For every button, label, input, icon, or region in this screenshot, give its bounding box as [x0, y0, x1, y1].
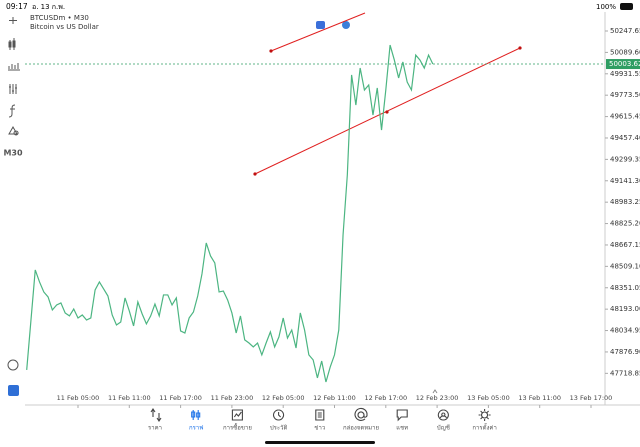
- trendline-anchor[interactable]: [253, 172, 257, 176]
- status-time: 09:17: [6, 2, 28, 11]
- tab-label: ราคา: [148, 425, 162, 432]
- y-tick-label: 47718.85: [610, 369, 640, 377]
- trendlines: [253, 12, 522, 176]
- tab-label: กราฟ: [189, 425, 203, 432]
- tab[interactable]: บัญชี: [437, 409, 450, 432]
- y-tick-label: 50089.60: [610, 48, 640, 56]
- tab[interactable]: กล่องจดหมาย: [343, 407, 379, 432]
- tab-icon: [478, 409, 491, 421]
- trendline-anchor[interactable]: [269, 49, 273, 53]
- y-tick-label: 47876.90: [610, 348, 640, 356]
- tab[interactable]: กราฟ: [189, 410, 203, 432]
- y-tick-label: 49931.55: [610, 70, 640, 78]
- y-tick-label: 49457.40: [610, 134, 640, 142]
- tab-icon: [396, 409, 408, 422]
- y-tick-label: 49773.50: [610, 91, 640, 99]
- x-tick-label: 13 Feb 05:00: [467, 394, 510, 402]
- tab-icon: [315, 409, 325, 421]
- x-tick-label: 11 Feb 17:00: [159, 394, 202, 402]
- tab-icon: [354, 407, 368, 421]
- x-tick-label: 11 Feb 05:00: [57, 394, 100, 402]
- y-tick-label: 49615.45: [610, 113, 640, 121]
- current-price-box: [606, 59, 640, 70]
- y-tick-label: 49299.35: [610, 155, 640, 163]
- tab[interactable]: ราคา: [148, 408, 162, 432]
- current-price-label: 50003.62: [609, 60, 640, 68]
- y-tick-label: 48983.25: [610, 198, 640, 206]
- symbol-description: Bitcoin vs US Dollar: [30, 23, 99, 31]
- tab-label: ประวัติ: [270, 425, 288, 432]
- timeframe[interactable]: M30: [3, 149, 23, 158]
- tab-label: การซื้อขาย: [223, 422, 252, 432]
- function-tool[interactable]: [8, 104, 16, 118]
- y-tick-label: 48034.95: [610, 327, 640, 335]
- one-click-buy[interactable]: [342, 21, 350, 29]
- symbol-title: BTCUSDm • M30: [30, 14, 89, 22]
- tab[interactable]: แชท: [396, 409, 408, 432]
- chart-type-tool[interactable]: [8, 38, 16, 50]
- tab-label: การตั้งค่า: [472, 422, 496, 432]
- tab-icon: [150, 408, 162, 422]
- battery-icon: [620, 3, 633, 10]
- home-indicator: [265, 441, 375, 444]
- history-tool[interactable]: [7, 359, 19, 371]
- x-tick-label: 12 Feb 23:00: [416, 394, 459, 402]
- tab-icon: [191, 410, 201, 420]
- tab[interactable]: ประวัติ: [270, 409, 288, 432]
- status-date: อ. 13 ก.พ.: [32, 3, 65, 11]
- x-tick-label: 11 Feb 23:00: [211, 394, 254, 402]
- tab-icon: [437, 409, 449, 421]
- trendline[interactable]: [270, 12, 366, 52]
- shapes-tool[interactable]: [8, 125, 19, 136]
- y-tick-label: 50247.65: [610, 27, 640, 35]
- objects-tool[interactable]: [9, 84, 17, 94]
- tab[interactable]: ข่าว: [314, 409, 325, 432]
- trendline-anchor[interactable]: [518, 46, 522, 50]
- tab-icon: [273, 409, 285, 421]
- y-tick-label: 49141.30: [610, 177, 640, 185]
- price-line: [26, 44, 434, 383]
- trendline-anchor[interactable]: [385, 110, 389, 114]
- y-tick-label: 48667.15: [610, 241, 640, 249]
- tab-label: บัญชี: [437, 424, 450, 432]
- status-battery: 100%: [596, 3, 616, 11]
- x-tick-label: 11 Feb 11:00: [108, 394, 151, 402]
- y-tick-label: 48509.10: [610, 262, 640, 270]
- y-tick-label: 48351.05: [610, 284, 640, 292]
- indicators-tool[interactable]: [8, 63, 20, 71]
- tab-icon: [231, 409, 243, 421]
- y-tick-label: 48825.20: [610, 220, 640, 228]
- app-logo[interactable]: [8, 385, 19, 396]
- x-tick-label: 13 Feb 17:00: [570, 394, 613, 402]
- x-tick-label: 13 Feb 11:00: [518, 394, 561, 402]
- tab[interactable]: การซื้อขาย: [223, 409, 252, 432]
- crosshair-tool[interactable]: [9, 17, 17, 24]
- tab-label: กล่องจดหมาย: [343, 425, 379, 432]
- tab-label: แชท: [396, 425, 408, 432]
- scroll-marker[interactable]: [432, 389, 438, 394]
- x-tick-label: 12 Feb 17:00: [364, 394, 407, 402]
- x-tick-label: 12 Feb 11:00: [313, 394, 356, 402]
- one-click-sell[interactable]: [316, 21, 325, 29]
- y-tick-label: 48193.00: [610, 305, 640, 313]
- tab-label: ข่าว: [314, 425, 325, 432]
- tab[interactable]: การตั้งค่า: [472, 409, 497, 432]
- left-toolbar: [7, 17, 20, 371]
- x-tick-label: 12 Feb 05:00: [262, 394, 305, 402]
